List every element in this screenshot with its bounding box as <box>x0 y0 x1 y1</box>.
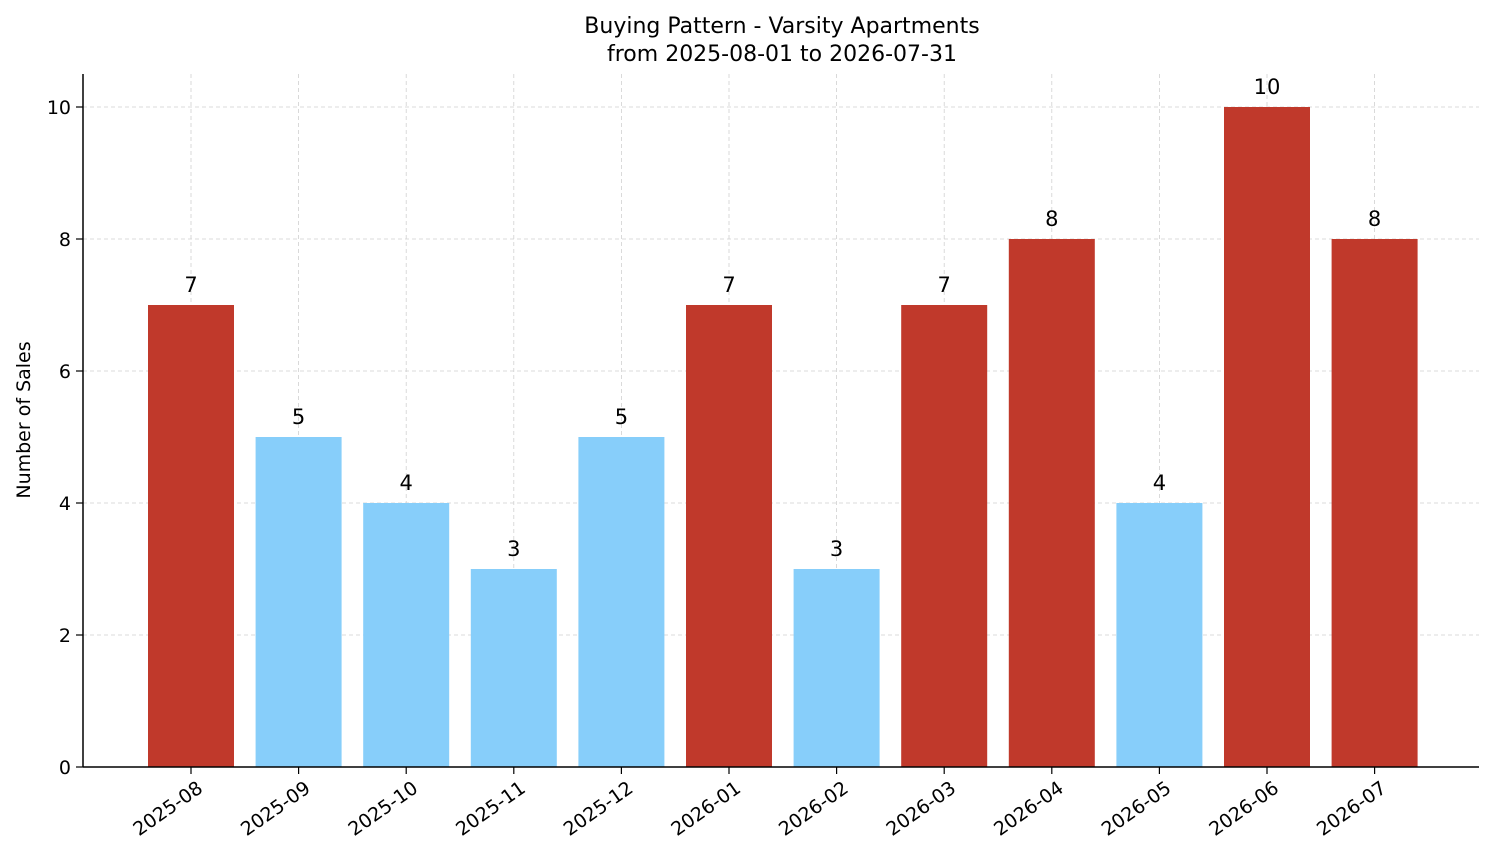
x-tick-label: 2026-06 <box>1205 777 1283 841</box>
data-label: 7 <box>722 273 735 297</box>
chart-title: Buying Pattern - Varsity Apartments <box>584 14 979 39</box>
data-label: 5 <box>292 405 305 429</box>
chart-subtitle: from 2025-08-01 to 2026-07-31 <box>607 42 957 67</box>
y-tick-label: 2 <box>59 625 71 647</box>
data-label: 3 <box>830 537 843 561</box>
x-tick-label: 2026-04 <box>990 777 1068 841</box>
x-tick-label: 2025-12 <box>560 777 638 841</box>
bars <box>148 107 1418 767</box>
data-label: 4 <box>400 471 413 495</box>
bar-2025-12 <box>578 437 665 767</box>
bar-2025-10 <box>363 503 450 767</box>
x-tick-label: 2025-10 <box>344 777 422 841</box>
data-label: 3 <box>507 537 520 561</box>
data-label: 10 <box>1254 75 1281 99</box>
bar-2025-11 <box>470 569 557 767</box>
y-tick-label: 0 <box>59 757 71 779</box>
bar-2026-01 <box>686 305 772 767</box>
data-label: 7 <box>184 273 197 297</box>
data-label: 8 <box>1045 207 1058 231</box>
x-tick-label: 2026-07 <box>1313 777 1391 841</box>
x-tick-label: 2026-01 <box>667 777 745 841</box>
data-label: 5 <box>615 405 628 429</box>
y-tick-label: 8 <box>59 229 71 251</box>
x-tick-label: 2026-05 <box>1098 777 1176 841</box>
y-tick-label: 10 <box>47 97 71 119</box>
bar-2026-05 <box>1116 503 1203 767</box>
x-tick-label: 2025-09 <box>237 777 315 841</box>
bar-2026-04 <box>1008 239 1095 767</box>
bar-2026-07 <box>1331 239 1418 767</box>
y-axis-label: Number of Sales <box>13 341 35 498</box>
bar-2025-09 <box>255 437 342 767</box>
axes <box>76 74 1479 774</box>
bar-2026-06 <box>1224 107 1310 767</box>
data-labels: 7 5 4 3 5 7 3 7 8 4 10 8 <box>184 75 1381 561</box>
data-label: 4 <box>1153 471 1166 495</box>
bar-2025-08 <box>148 305 234 767</box>
y-tick-label: 4 <box>59 493 71 515</box>
bar-2026-03 <box>901 305 988 767</box>
y-tick-label: 6 <box>59 361 71 383</box>
data-label: 7 <box>938 273 951 297</box>
x-tick-label: 2025-11 <box>452 777 530 841</box>
x-tick-label: 2026-02 <box>775 777 853 841</box>
x-tick-label: 2025-08 <box>129 777 207 841</box>
x-tick-label: 2026-03 <box>882 777 960 841</box>
data-label: 8 <box>1368 207 1381 231</box>
bar-2026-02 <box>793 569 880 767</box>
